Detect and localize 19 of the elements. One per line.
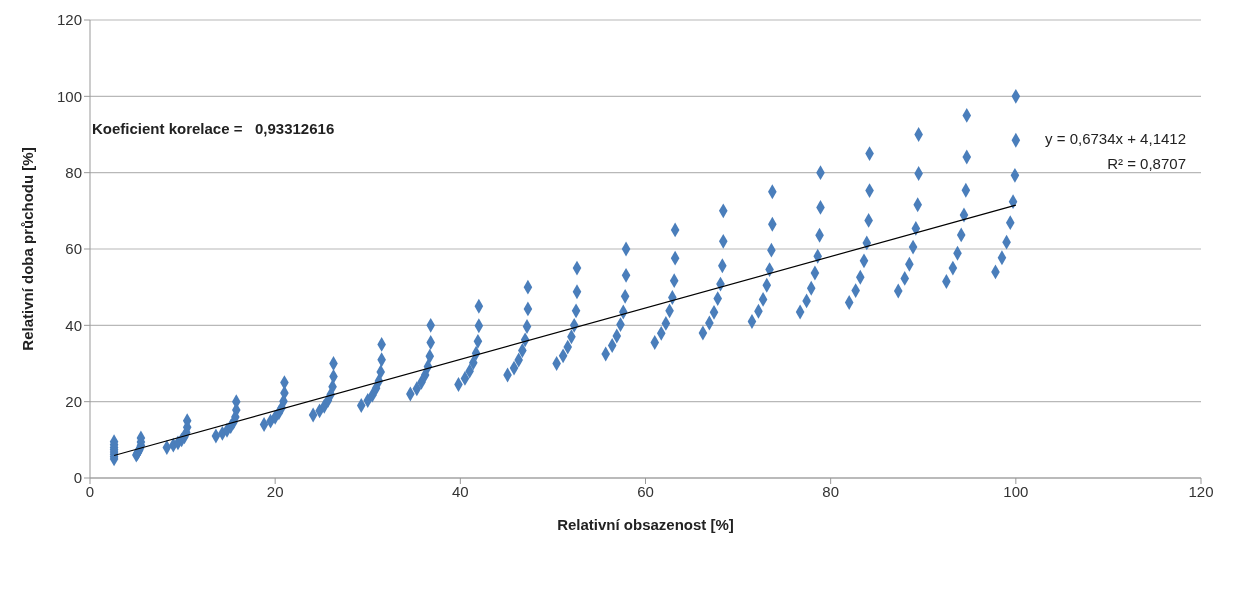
x-tick-label: 100 xyxy=(1003,482,1029,500)
y-tick-label: 20 xyxy=(65,392,82,410)
x-tick-label: 0 xyxy=(85,482,95,500)
y-tick-label: 120 xyxy=(56,11,82,29)
y-tick-label: 60 xyxy=(65,240,82,258)
y-tick-label: 0 xyxy=(73,469,82,487)
x-tick-label: 120 xyxy=(1188,482,1214,500)
x-axis-title: Relativní obsazenost [%] xyxy=(557,516,734,533)
y-axis-title: Relativní doba průchodu [%] xyxy=(19,147,37,351)
x-tick-label: 80 xyxy=(822,482,840,500)
annotation: R² = 0,8707 xyxy=(1106,155,1186,172)
annotation: Koeficient korelace = 0,93312616 xyxy=(92,120,335,137)
annotation: y = 0,6734x + 4,1412 xyxy=(1044,130,1186,147)
y-tick-label: 100 xyxy=(56,87,82,105)
y-tick-label: 40 xyxy=(65,316,82,334)
x-tick-label: 60 xyxy=(637,482,654,500)
y-tick-label: 80 xyxy=(65,163,82,181)
x-tick-label: 40 xyxy=(451,482,469,500)
x-tick-label: 20 xyxy=(266,482,284,500)
